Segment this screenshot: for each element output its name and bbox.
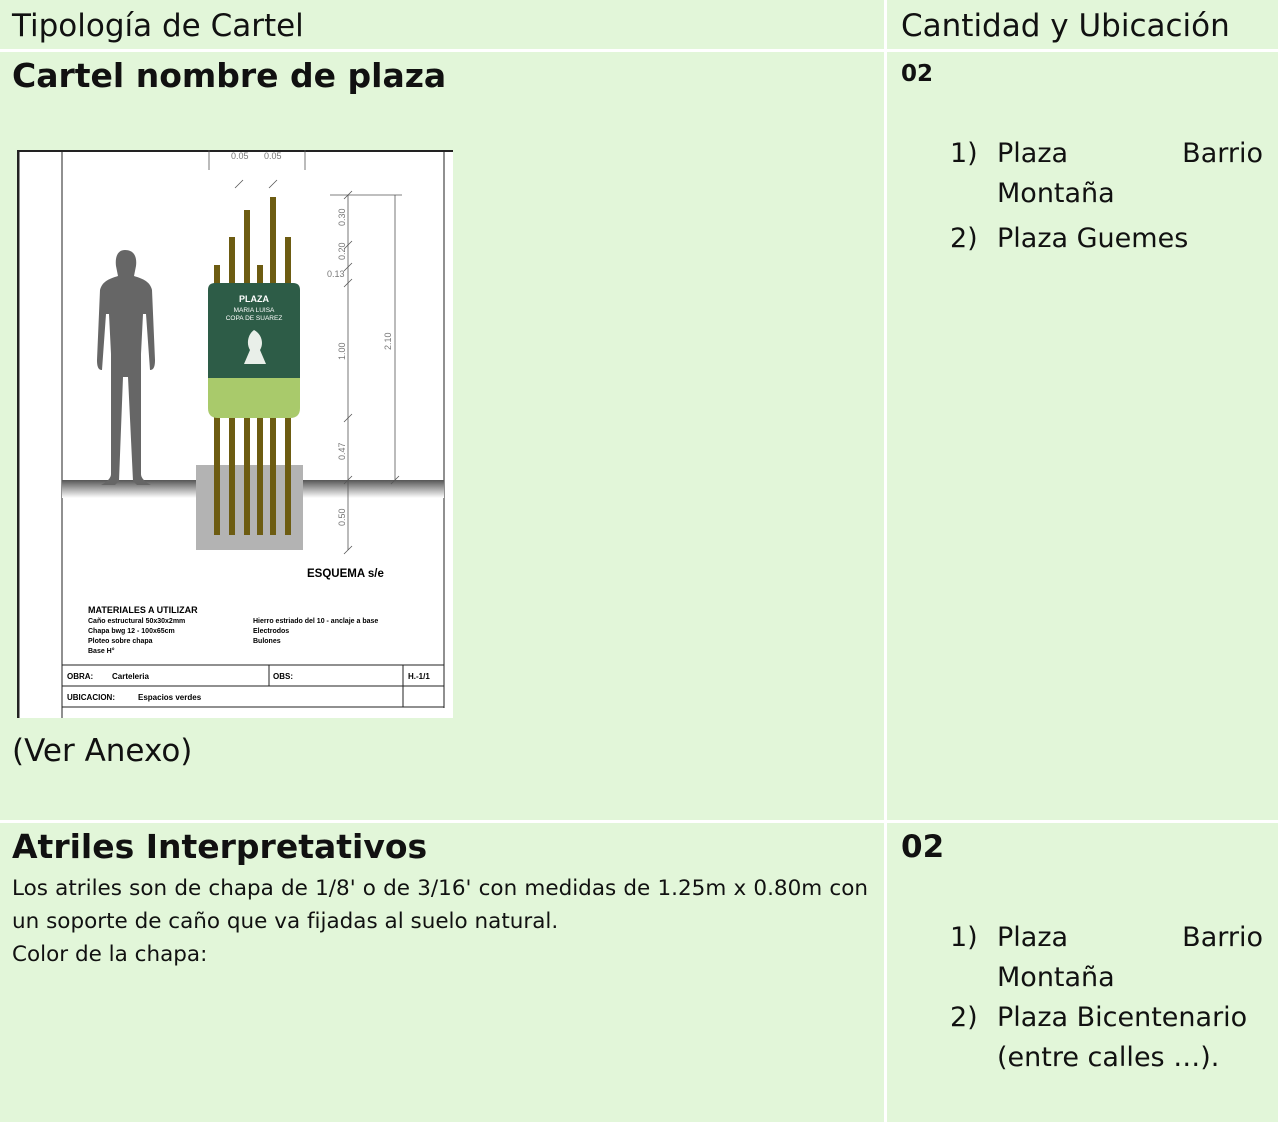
cell xyxy=(887,823,1278,1122)
material: Chapa bwg 12 - 100x65cm xyxy=(88,628,175,635)
dimension-label: 0.50 xyxy=(337,508,347,526)
description: Color de la chapa: xyxy=(12,942,208,967)
row-title: Atriles Interpretativos xyxy=(12,827,428,866)
material: Electrodos xyxy=(253,628,289,635)
location-item: 1) Plaza Barrio Montaña xyxy=(950,134,1263,214)
block-label: OBS: xyxy=(273,672,293,681)
location-item: 2) Plaza Guemes xyxy=(950,219,1263,259)
location-text: Plaza Barrio Montaña xyxy=(997,922,1263,993)
header-cell xyxy=(887,0,1278,49)
title-block xyxy=(61,664,445,708)
dimension-label: 0.30 xyxy=(337,208,347,226)
block-value: H.-1/1 xyxy=(408,672,430,681)
block-label: UBICACION: xyxy=(67,693,115,702)
dimension-label: 0.05 xyxy=(264,151,282,161)
list-marker: 1) xyxy=(950,138,978,169)
dimension-label: 0.47 xyxy=(337,442,347,460)
header: Tipología de Cartel xyxy=(12,8,304,44)
tick xyxy=(268,179,278,189)
cell xyxy=(0,823,884,1122)
dimension-labels: 0.05 0.05 0.30 0.20 0.13 1.00 2.10 0.47 … xyxy=(231,151,393,526)
dimension-label: 0.20 xyxy=(337,242,347,260)
description: Los atriles son de chapa de 1/8' o de 3/… xyxy=(12,876,868,934)
tick xyxy=(390,475,400,485)
material: Base H° xyxy=(88,647,115,655)
location-text: Plaza Barrio Montaña xyxy=(997,138,1263,209)
tick xyxy=(343,278,353,288)
header-cell xyxy=(0,0,884,49)
quantity: 02 xyxy=(901,61,934,87)
tick xyxy=(234,179,244,189)
materials-title: MATERIALES A UTILIZAR xyxy=(88,605,198,615)
tick xyxy=(343,475,353,485)
material: Ploteo sobre chapa xyxy=(88,638,153,645)
dimension-label: 1.00 xyxy=(337,342,347,360)
list-marker: 2) xyxy=(950,223,978,254)
material: Bulones xyxy=(253,638,281,645)
tick xyxy=(343,240,353,250)
list-marker: 2) xyxy=(950,1002,978,1033)
tick xyxy=(343,262,353,272)
cell xyxy=(887,52,1278,820)
location-text: Plaza Guemes xyxy=(997,223,1189,254)
material: Hierro estriado del 10 - anclaje a base xyxy=(253,618,378,625)
block-value: Carteleria xyxy=(112,672,149,681)
location-item: 1) Plaza Barrio Montaña xyxy=(950,918,1263,998)
block-label: OBRA: xyxy=(67,672,93,681)
list-marker: 1) xyxy=(950,922,978,953)
tick xyxy=(343,190,353,200)
materials: Caño estructural 50x30x2mm Chapa bwg 12 … xyxy=(88,618,378,655)
dimension-label: 0.05 xyxy=(231,151,249,161)
dimension-label: 2.10 xyxy=(383,332,393,350)
drawing-caption: ESQUEMA s/e xyxy=(307,568,384,580)
dimension-label: 0.13 xyxy=(327,269,345,279)
sign-text: MARIA LUISA xyxy=(234,307,275,314)
header: Cantidad y Ubicación xyxy=(901,8,1230,44)
sign-text: PLAZA xyxy=(239,294,269,304)
tick xyxy=(343,545,353,555)
block-value: Espacios verdes xyxy=(138,693,202,702)
sign-emblem xyxy=(244,330,266,364)
sign-footer xyxy=(208,378,300,418)
technical-drawing: PLAZA MARIA LUISA COPA DE SUAREZ 0.05 0.… xyxy=(17,150,453,718)
location-text: Plaza Bicentenario (entre calles …). xyxy=(997,1002,1248,1073)
note: (Ver Anexo) xyxy=(12,733,193,769)
person-silhouette xyxy=(97,250,155,485)
sign-text: COPA DE SUAREZ xyxy=(226,315,283,322)
tick xyxy=(343,413,353,423)
material: Caño estructural 50x30x2mm xyxy=(88,618,185,625)
row-title: Cartel nombre de plaza xyxy=(12,56,447,95)
dimension-lines xyxy=(208,150,402,555)
quantity: 02 xyxy=(901,829,945,865)
location-item: 2) Plaza Bicentenario (entre calles …). xyxy=(950,998,1263,1078)
title-block-text: OBRA: Carteleria OBS: H.-1/1 UBICACION: … xyxy=(67,672,430,702)
